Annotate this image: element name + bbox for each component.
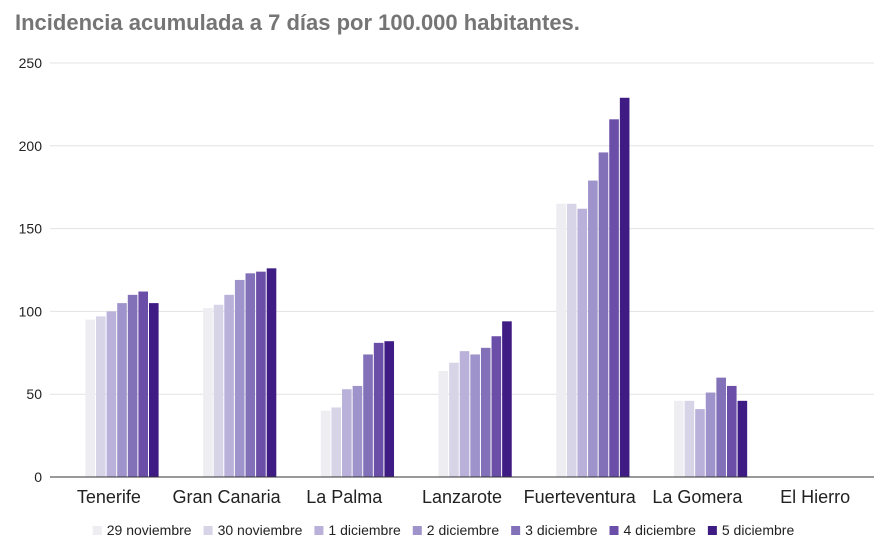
y-tick-label: 0 — [34, 469, 42, 485]
bar — [480, 347, 491, 477]
legend-item[interactable]: 3 diciembre — [511, 522, 598, 538]
bar — [737, 400, 748, 477]
bar — [96, 316, 106, 477]
bars — [85, 97, 748, 478]
bar — [609, 119, 619, 477]
bar — [384, 341, 395, 477]
x-tick-label: Lanzarote — [422, 487, 502, 507]
legend-label: 4 diciembre — [624, 522, 697, 538]
bar — [491, 336, 502, 477]
bar — [716, 377, 726, 477]
legend-label: 5 diciembre — [722, 522, 795, 538]
bar — [106, 311, 117, 477]
legend-item[interactable]: 5 diciembre — [707, 522, 795, 538]
bar — [449, 362, 459, 477]
x-tick-label: La Palma — [306, 487, 383, 507]
bar — [588, 180, 598, 478]
bar — [438, 371, 449, 477]
legend-item[interactable]: 4 diciembre — [609, 522, 697, 538]
bar — [245, 273, 256, 477]
bar — [673, 400, 684, 477]
bar — [577, 208, 588, 477]
bar — [695, 409, 705, 477]
legend-swatch — [511, 526, 521, 535]
chart-title: Incidencia acumulada a 7 días por 100.00… — [15, 10, 580, 35]
y-tick-label: 100 — [19, 303, 43, 319]
bar — [224, 294, 234, 477]
bar — [556, 203, 566, 477]
bar — [85, 319, 95, 477]
bar — [213, 304, 224, 477]
y-tick-label: 50 — [26, 386, 42, 402]
y-tick-label: 150 — [19, 221, 43, 237]
bar — [470, 354, 480, 477]
bar — [598, 152, 609, 477]
legend-swatch — [412, 526, 422, 535]
bar — [705, 392, 716, 477]
x-tick-label: La Gomera — [652, 487, 743, 507]
legend-swatch — [707, 526, 717, 535]
legend-label: 2 diciembre — [427, 522, 500, 538]
bar — [320, 410, 331, 477]
bar — [138, 291, 148, 477]
legend-label: 1 diciembre — [328, 522, 401, 538]
y-tick-label: 250 — [19, 55, 43, 71]
legend-item[interactable]: 29 noviembre — [92, 522, 192, 538]
bar — [502, 321, 512, 477]
x-tick-label: Gran Canaria — [173, 487, 282, 507]
bar — [117, 303, 127, 477]
y-tick-label: 200 — [19, 138, 43, 154]
legend-label: 29 noviembre — [107, 522, 192, 538]
x-tick-label: Fuerteventura — [524, 487, 637, 507]
bar — [566, 203, 577, 477]
legend-swatch — [92, 526, 102, 535]
legend-item[interactable]: 30 noviembre — [203, 522, 303, 538]
bar — [684, 400, 695, 477]
bar — [256, 271, 266, 477]
legend-label: 30 noviembre — [218, 522, 303, 538]
bar — [266, 268, 277, 477]
legend-item[interactable]: 1 diciembre — [314, 522, 401, 538]
bar — [352, 385, 363, 477]
bar — [363, 354, 373, 477]
x-tick-label: El Hierro — [780, 487, 850, 507]
bar — [726, 385, 737, 477]
x-axis-labels: Tenerife Gran Canaria La Palma Lanzarote Fue… — [77, 487, 850, 507]
legend-swatch — [609, 526, 619, 535]
bar — [619, 97, 630, 477]
legend-swatch — [314, 526, 324, 535]
bar — [234, 279, 245, 477]
legend-swatch — [203, 526, 213, 535]
legend-label: 3 diciembre — [525, 522, 598, 538]
bar — [373, 342, 384, 477]
bar — [203, 308, 213, 477]
legend: 29 noviembre 30 noviembre 1 diciembre 2 dic… — [92, 522, 795, 538]
bar — [459, 351, 470, 477]
x-tick-label: Tenerife — [77, 487, 141, 507]
legend-item[interactable]: 2 diciembre — [412, 522, 500, 538]
gridlines — [50, 62, 874, 395]
y-axis-ticks: 0 50 100 150 200 250 — [19, 55, 43, 485]
bar — [331, 407, 342, 477]
bar — [127, 294, 138, 477]
bar — [342, 389, 352, 477]
bar — [149, 303, 159, 477]
